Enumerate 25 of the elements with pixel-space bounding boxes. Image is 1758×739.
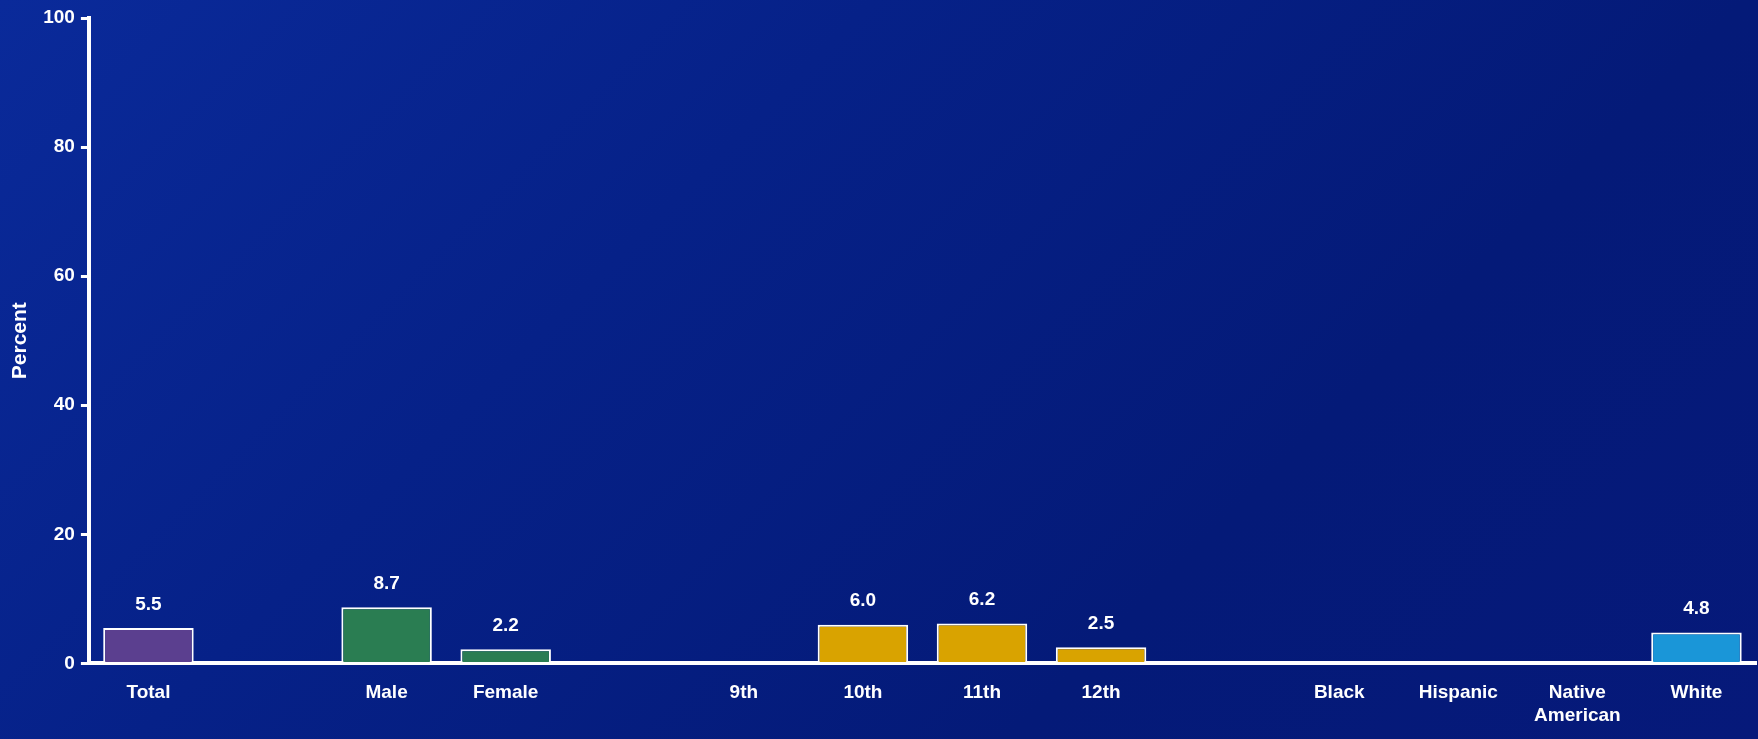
x-tick-label: White — [1670, 681, 1723, 703]
data-label: 8.7 — [373, 571, 400, 593]
x-tick-label: Male — [365, 681, 408, 703]
data-label: 4.8 — [1683, 597, 1710, 619]
x-tick-label: 11th — [962, 681, 1002, 703]
y-tick-label: 40 — [53, 393, 75, 415]
data-label: 6.0 — [849, 589, 877, 611]
x-tick-label: Total — [126, 681, 171, 703]
data-label: 6.2 — [968, 588, 996, 610]
y-axis-title: Percent — [7, 302, 31, 380]
x-tick-label: Black — [1313, 681, 1366, 703]
y-tick-label: 60 — [53, 264, 75, 286]
x-tick-label: 9th — [729, 681, 759, 703]
y-tick-label: 0 — [64, 651, 75, 673]
data-label: 2.2 — [492, 613, 519, 635]
x-tick-label: Native American — [1534, 681, 1621, 725]
data-label: 5.5 — [135, 592, 163, 614]
x-tick-label: 12th — [1081, 681, 1121, 703]
y-tick-label: 80 — [53, 135, 75, 157]
x-tick-label: Hispanic — [1418, 681, 1499, 703]
y-tick-label: 100 — [43, 6, 75, 28]
x-tick-label: Female — [472, 681, 539, 703]
data-label: 2.5 — [1087, 612, 1115, 633]
y-tick-label: 20 — [53, 522, 75, 544]
x-tick-label: 10th — [843, 681, 883, 703]
